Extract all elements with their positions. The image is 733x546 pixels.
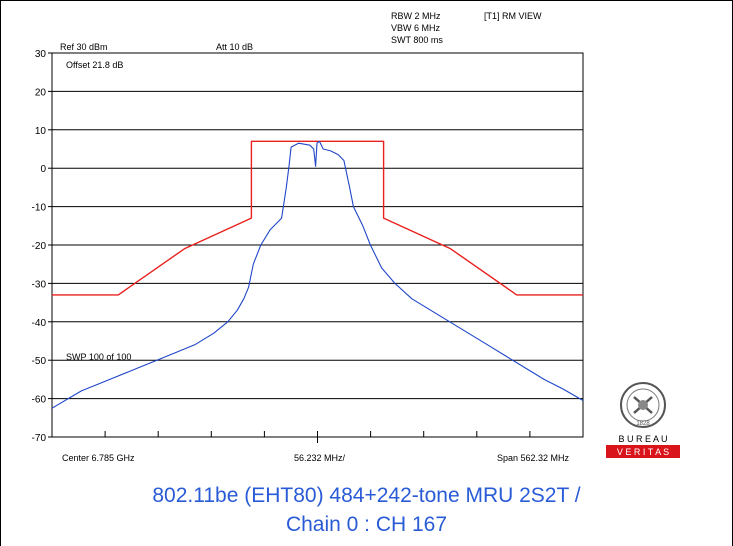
y-tick-label: 10 — [35, 126, 47, 137]
logo-red-band — [606, 445, 680, 458]
trace-mode-label: [T1] RM VIEW — [484, 11, 542, 21]
logo-text-veritas: V E R I T A S — [617, 447, 669, 457]
trace-line — [51, 140, 584, 409]
logo-year: 1828 — [636, 421, 650, 427]
bureau-veritas-logo: 1828 B U R E A U V E R I T A S — [604, 381, 682, 465]
attenuation-label: Att 10 dB — [216, 42, 254, 52]
ref-level-label: Ref 30 dBm — [60, 42, 108, 52]
mask-line — [52, 140, 583, 296]
y-tick-label: -10 — [32, 203, 47, 214]
y-tick-label: -50 — [32, 356, 47, 367]
center-frequency-label: Center 6.785 GHz — [62, 453, 135, 463]
span-label: Span 562.32 MHz — [497, 453, 570, 463]
vbw-label: VBW 6 MHz — [391, 23, 441, 33]
rbw-label: RBW 2 MHz — [391, 11, 441, 21]
y-tick-label: 0 — [40, 164, 46, 175]
y-tick-label: -70 — [32, 433, 47, 444]
logo-text-bureau: B U R E A U — [618, 434, 667, 444]
y-tick-label: -20 — [32, 241, 47, 252]
swt-label: SWT 800 ms — [391, 35, 443, 45]
y-tick-label: -40 — [32, 318, 47, 329]
bureau-veritas-seal: 1828 B U R E A U V E R I T A S — [606, 382, 680, 458]
offset-label: Offset 21.8 dB — [66, 60, 124, 70]
y-tick-label: -30 — [32, 279, 47, 290]
division-label: 56.232 MHz/ — [294, 453, 346, 463]
caption-line-2: Chain 0 : CH 167 — [285, 513, 448, 536]
y-tick-label: 30 — [35, 49, 47, 60]
caption-line-1: 802.11be (EHT80) 484+242-tone MRU 2S2T / — [152, 484, 581, 507]
y-tick-label: 20 — [35, 87, 47, 98]
sweep-count-label: SWP 100 of 100 — [66, 352, 132, 362]
y-tick-label: -60 — [32, 395, 47, 406]
